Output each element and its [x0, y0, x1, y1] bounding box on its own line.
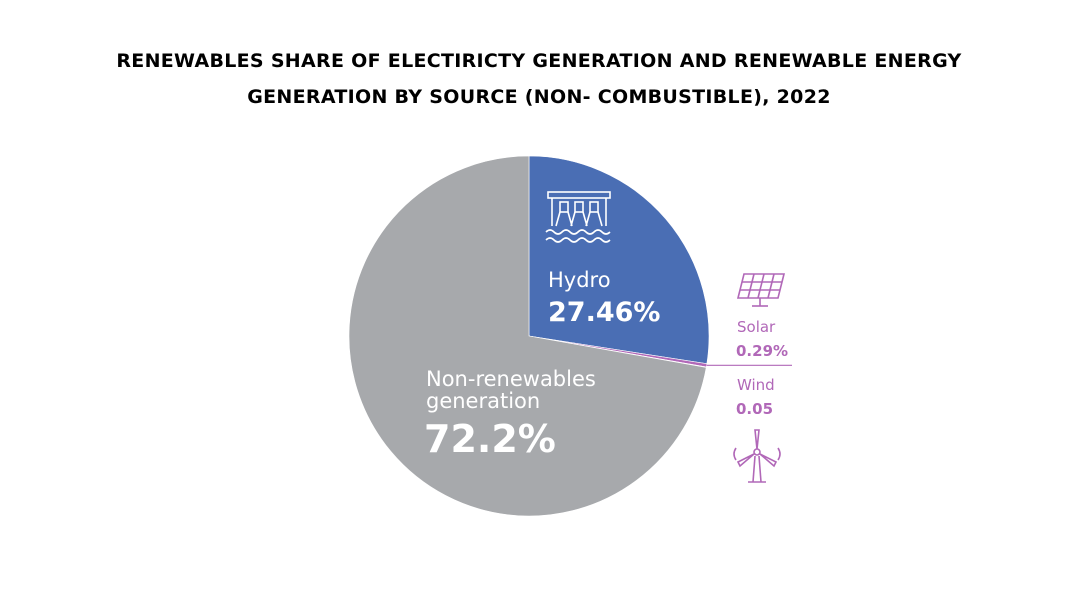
non-renewables-label-line-1: Non-renewables [426, 367, 596, 391]
pie-slice-hydro [528, 155, 710, 365]
solar-panel-icon [736, 273, 786, 307]
pie-slice-non-renewables [348, 155, 707, 517]
solar-label: Solar [737, 318, 776, 336]
hydro-dam-icon [545, 191, 611, 243]
hydro-value: 27.46% [548, 297, 660, 328]
pie-slices [348, 155, 792, 517]
hydro-label: Hydro [548, 268, 611, 292]
wind-label: Wind [737, 376, 775, 394]
non-renewables-label-line-2: generation [426, 389, 540, 413]
chart-title-line-1: RENEWABLES SHARE OF ELECTIRICTY GENERATI… [116, 50, 962, 72]
non-renewables-value: 72.2% [424, 417, 556, 461]
wind-turbine-icon [733, 429, 781, 483]
wind-value: 0.05 [736, 400, 773, 418]
chart-title-line-2: GENERATION BY SOURCE (NON- COMBUSTIBLE),… [247, 86, 831, 108]
solar-value: 0.29% [736, 342, 788, 360]
